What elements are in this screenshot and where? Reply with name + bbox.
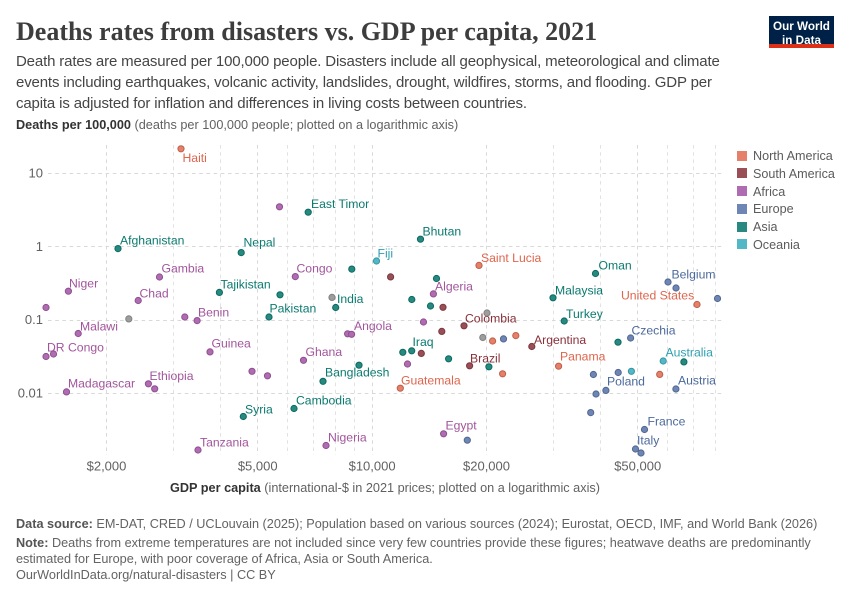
svg-text:Nepal: Nepal: [244, 236, 276, 250]
svg-text:DR Congo: DR Congo: [47, 341, 104, 355]
svg-text:Iraq: Iraq: [413, 335, 434, 349]
svg-text:Nigeria: Nigeria: [328, 431, 367, 445]
svg-text:Italy: Italy: [637, 434, 660, 448]
svg-text:Belgium: Belgium: [672, 268, 716, 282]
svg-text:Ghana: Ghana: [306, 345, 343, 359]
svg-text:Syria: Syria: [245, 403, 273, 417]
svg-text:India: India: [337, 292, 364, 306]
svg-text:Chad: Chad: [140, 287, 169, 301]
svg-text:East Timor: East Timor: [311, 197, 369, 211]
svg-text:10: 10: [29, 165, 43, 180]
svg-text:1: 1: [36, 239, 43, 254]
svg-text:Argentina: Argentina: [534, 333, 586, 347]
svg-text:$5,000: $5,000: [238, 459, 278, 474]
svg-text:Colombia: Colombia: [465, 312, 517, 326]
svg-text:Gambia: Gambia: [162, 262, 205, 276]
svg-text:Tajikistan: Tajikistan: [221, 278, 271, 292]
svg-text:0.1: 0.1: [25, 312, 43, 327]
svg-text:Benin: Benin: [198, 306, 229, 320]
svg-text:Panama: Panama: [560, 350, 606, 364]
svg-text:0.01: 0.01: [18, 386, 43, 401]
svg-text:Niger: Niger: [69, 277, 98, 291]
svg-text:France: France: [648, 415, 686, 429]
svg-text:Congo: Congo: [297, 262, 333, 276]
svg-text:Algeria: Algeria: [435, 280, 473, 294]
svg-text:Australia: Australia: [666, 346, 714, 360]
svg-text:Afghanistan: Afghanistan: [120, 234, 184, 248]
svg-text:$10,000: $10,000: [349, 459, 396, 474]
svg-text:Fiji: Fiji: [378, 247, 394, 261]
svg-text:$20,000: $20,000: [463, 459, 510, 474]
svg-text:Oman: Oman: [599, 259, 632, 273]
svg-text:Bhutan: Bhutan: [423, 225, 462, 239]
svg-text:Haiti: Haiti: [183, 151, 207, 165]
svg-text:Czechia: Czechia: [632, 324, 676, 338]
svg-text:Pakistan: Pakistan: [270, 302, 317, 316]
svg-text:United States: United States: [621, 289, 694, 303]
svg-text:Poland: Poland: [607, 375, 645, 389]
svg-text:Guinea: Guinea: [212, 337, 252, 351]
svg-text:Madagascar: Madagascar: [68, 377, 135, 391]
svg-text:Malaysia: Malaysia: [555, 284, 603, 298]
svg-text:Turkey: Turkey: [566, 307, 604, 321]
svg-text:Tanzania: Tanzania: [200, 436, 249, 450]
svg-text:Brazil: Brazil: [470, 352, 500, 366]
svg-text:Malawi: Malawi: [80, 320, 118, 334]
svg-text:$50,000: $50,000: [614, 459, 661, 474]
svg-text:$2,000: $2,000: [87, 459, 127, 474]
svg-text:Egypt: Egypt: [446, 419, 478, 433]
svg-text:Guatemala: Guatemala: [401, 374, 461, 388]
svg-text:Angola: Angola: [354, 319, 392, 333]
svg-text:Bangladesh: Bangladesh: [325, 366, 389, 380]
svg-text:Ethiopia: Ethiopia: [150, 369, 194, 383]
svg-text:Cambodia: Cambodia: [296, 394, 352, 408]
svg-text:Saint Lucia: Saint Lucia: [481, 251, 542, 265]
svg-text:Austria: Austria: [678, 374, 716, 388]
